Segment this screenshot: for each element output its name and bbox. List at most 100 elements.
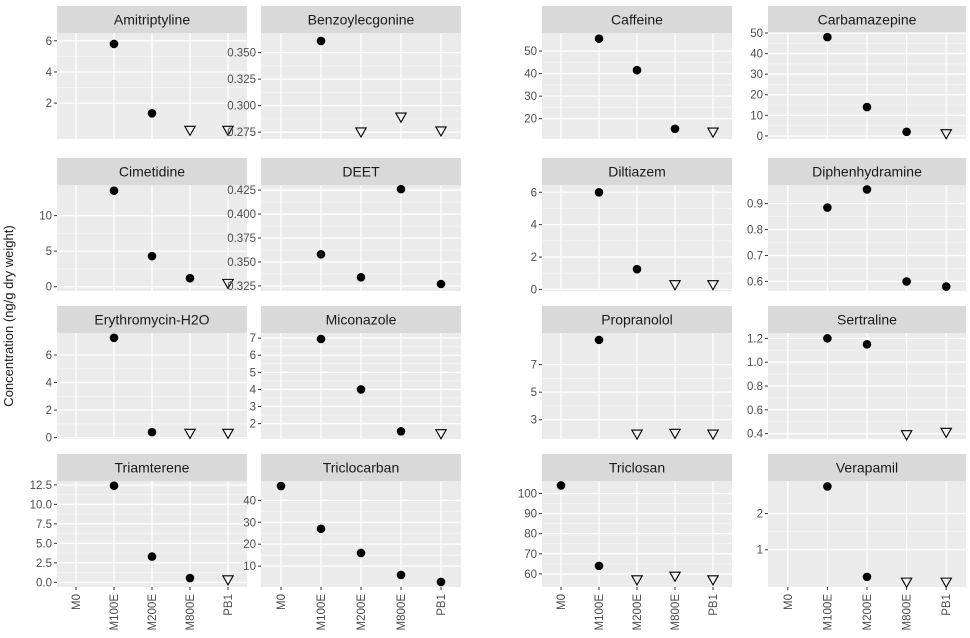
y-tick-label: 4 — [531, 220, 538, 232]
strip-title-sertraline: Sertraline — [837, 312, 897, 328]
strip-title-triclocarban: Triclocarban — [323, 460, 400, 476]
y-tick-label: 10 — [243, 561, 256, 573]
data-point-triamterene-m200e — [147, 552, 157, 561]
y-tick-label: 0 — [757, 131, 763, 143]
strip-triclocarban — [261, 454, 461, 481]
x-tick-label: M100E — [316, 594, 328, 631]
data-point-cimetidine-m100e — [109, 186, 119, 195]
data-point-verapamil-m800e — [900, 577, 913, 589]
strip-caffeine — [542, 6, 732, 33]
data-point-diphenhydramine-m100e — [823, 203, 832, 212]
panel-diltiazem: Diltiazem 0 2 4 6 — [531, 158, 732, 296]
y-tick-label: 5 — [46, 246, 52, 258]
strip-verapamil — [768, 454, 966, 481]
y-tick-label: 20 — [750, 90, 763, 102]
data-point-amitriptyline-m100e — [109, 39, 119, 49]
strip-diphenhydramine — [768, 158, 966, 185]
y-tick-label: 10 — [750, 110, 763, 122]
y-tick-label: 70 — [524, 549, 537, 561]
data-point-cimetidine-m200e — [147, 251, 157, 261]
strip-title-carbamazepine: Carbamazepine — [818, 12, 917, 28]
y-tick-label: 2 — [531, 252, 537, 264]
x-tick-label: PB1 — [708, 594, 720, 616]
strip-title-propranolol: Propranolol — [601, 312, 673, 328]
data-point-diltiazem-m800e — [668, 280, 682, 291]
data-point-diltiazem-m100e — [594, 187, 604, 197]
y-tick-label: 0.325 — [227, 74, 256, 86]
x-tick-label: M100E — [822, 594, 834, 631]
data-point-triclosan-m200e — [630, 575, 644, 587]
y-tick-label: 5 — [250, 367, 256, 379]
strip-title-diltiazem: Diltiazem — [608, 164, 666, 180]
y-tick-label: 5 — [531, 387, 537, 399]
data-point-triclocarban-m0 — [276, 481, 286, 491]
data-point-deet-m100e — [316, 249, 326, 259]
x-tick-label: M800E — [902, 594, 914, 631]
data-point-miconazole-m200e — [356, 385, 366, 394]
y-tick-label: 7 — [531, 360, 537, 372]
strip-title-miconazole: Miconazole — [326, 312, 397, 328]
data-point-propranolol-m800e — [668, 428, 682, 440]
data-point-deet-m200e — [356, 272, 366, 282]
strip-title-triclosan: Triclosan — [609, 460, 665, 476]
y-tick-label: 60 — [524, 569, 537, 581]
data-point-caffeine-pb1 — [706, 127, 720, 139]
y-tick-label: 2 — [46, 405, 52, 417]
y-tick-label: 3 — [250, 402, 256, 414]
y-tick-label: 0.6 — [747, 405, 763, 417]
x-tick-label: M0 — [71, 594, 83, 610]
panel-diphenhydramine: Diphenhydramine 0.6 0.7 0.8 0.9 — [747, 158, 966, 291]
data-point-caffeine-m800e — [670, 124, 680, 134]
data-point-miconazole-m100e — [316, 334, 326, 344]
y-axis-label: Concentration (ng/g dry weight) — [1, 225, 16, 406]
data-point-erythromycin-h2o-m800e — [183, 428, 197, 440]
data-point-benzoylecgonine-m200e — [354, 127, 368, 139]
strip-carbamazepine — [768, 6, 966, 33]
strip-title-triamterene: Triamterene — [115, 460, 190, 476]
data-point-erythromycin-h2o-m200e — [147, 427, 157, 437]
y-tick-label: 0.8 — [747, 381, 763, 393]
x-tick-label: PB1 — [223, 594, 235, 616]
panel-propranolol: Propranolol 3 5 7 — [531, 306, 732, 441]
data-point-carbamazepine-m200e — [862, 102, 872, 112]
x-tick-label: M200E — [862, 594, 874, 631]
data-point-verapamil-m200e — [862, 572, 872, 582]
data-point-triclosan-m0 — [556, 481, 566, 490]
y-tick-label: 80 — [524, 529, 537, 541]
data-point-diphenhydramine-m800e — [902, 277, 911, 286]
y-tick-label: 6 — [46, 350, 52, 362]
data-point-triamterene-m100e — [109, 481, 119, 490]
panel-triclosan: Triclosan 60 70 80 90 100 M0 M100E M200E M800E PB1 — [518, 454, 732, 630]
data-point-carbamazepine-m800e — [902, 127, 911, 137]
y-tick-label: 0.4 — [747, 429, 764, 441]
y-tick-label: 100 — [518, 488, 537, 500]
data-point-benzoylecgonine-pb1 — [434, 126, 448, 138]
y-tick-label: 6 — [46, 36, 52, 48]
panel-erythromycin-h2o: Erythromycin-H2O 0 2 4 6 — [46, 306, 247, 445]
panel-triclocarban: Triclocarban 10 20 30 40 M0 M100E M200E M800E PB1 — [243, 454, 461, 630]
y-tick-label: 20 — [243, 539, 256, 551]
y-tick-label: 7.5 — [36, 519, 52, 531]
y-tick-label: 10.0 — [30, 499, 52, 511]
y-tick-label: 2 — [250, 419, 256, 431]
x-tick-label: M100E — [109, 594, 121, 631]
x-tick-label: M200E — [147, 594, 159, 631]
data-point-triclocarban-m800e — [396, 570, 406, 580]
data-point-triclocarban-pb1 — [436, 577, 446, 587]
y-tick-label: 6 — [250, 350, 256, 362]
y-tick-label: 30 — [750, 69, 763, 81]
strip-benzoylecgonine — [261, 6, 461, 33]
panel-benzoylecgonine: Benzoylecgonine 0.275 0.300 0.325 0.350 — [227, 6, 461, 139]
x-tick-label: M200E — [356, 594, 368, 631]
data-point-sertraline-m100e — [823, 334, 832, 343]
y-tick-label: 2 — [46, 98, 52, 110]
y-tick-label: 40 — [750, 49, 763, 61]
data-point-deet-m800e — [396, 184, 406, 194]
strip-erythromycin-h2o — [57, 306, 247, 333]
y-tick-label: 3 — [531, 415, 537, 427]
y-tick-label: 4 — [250, 384, 257, 396]
strip-title-erythromycin-h2o: Erythromycin-H2O — [94, 312, 209, 328]
panel-carbamazepine: Carbamazepine 0 10 20 30 40 50 — [750, 6, 966, 143]
strip-sertraline — [768, 306, 966, 333]
x-tick-label: PB1 — [436, 594, 448, 616]
